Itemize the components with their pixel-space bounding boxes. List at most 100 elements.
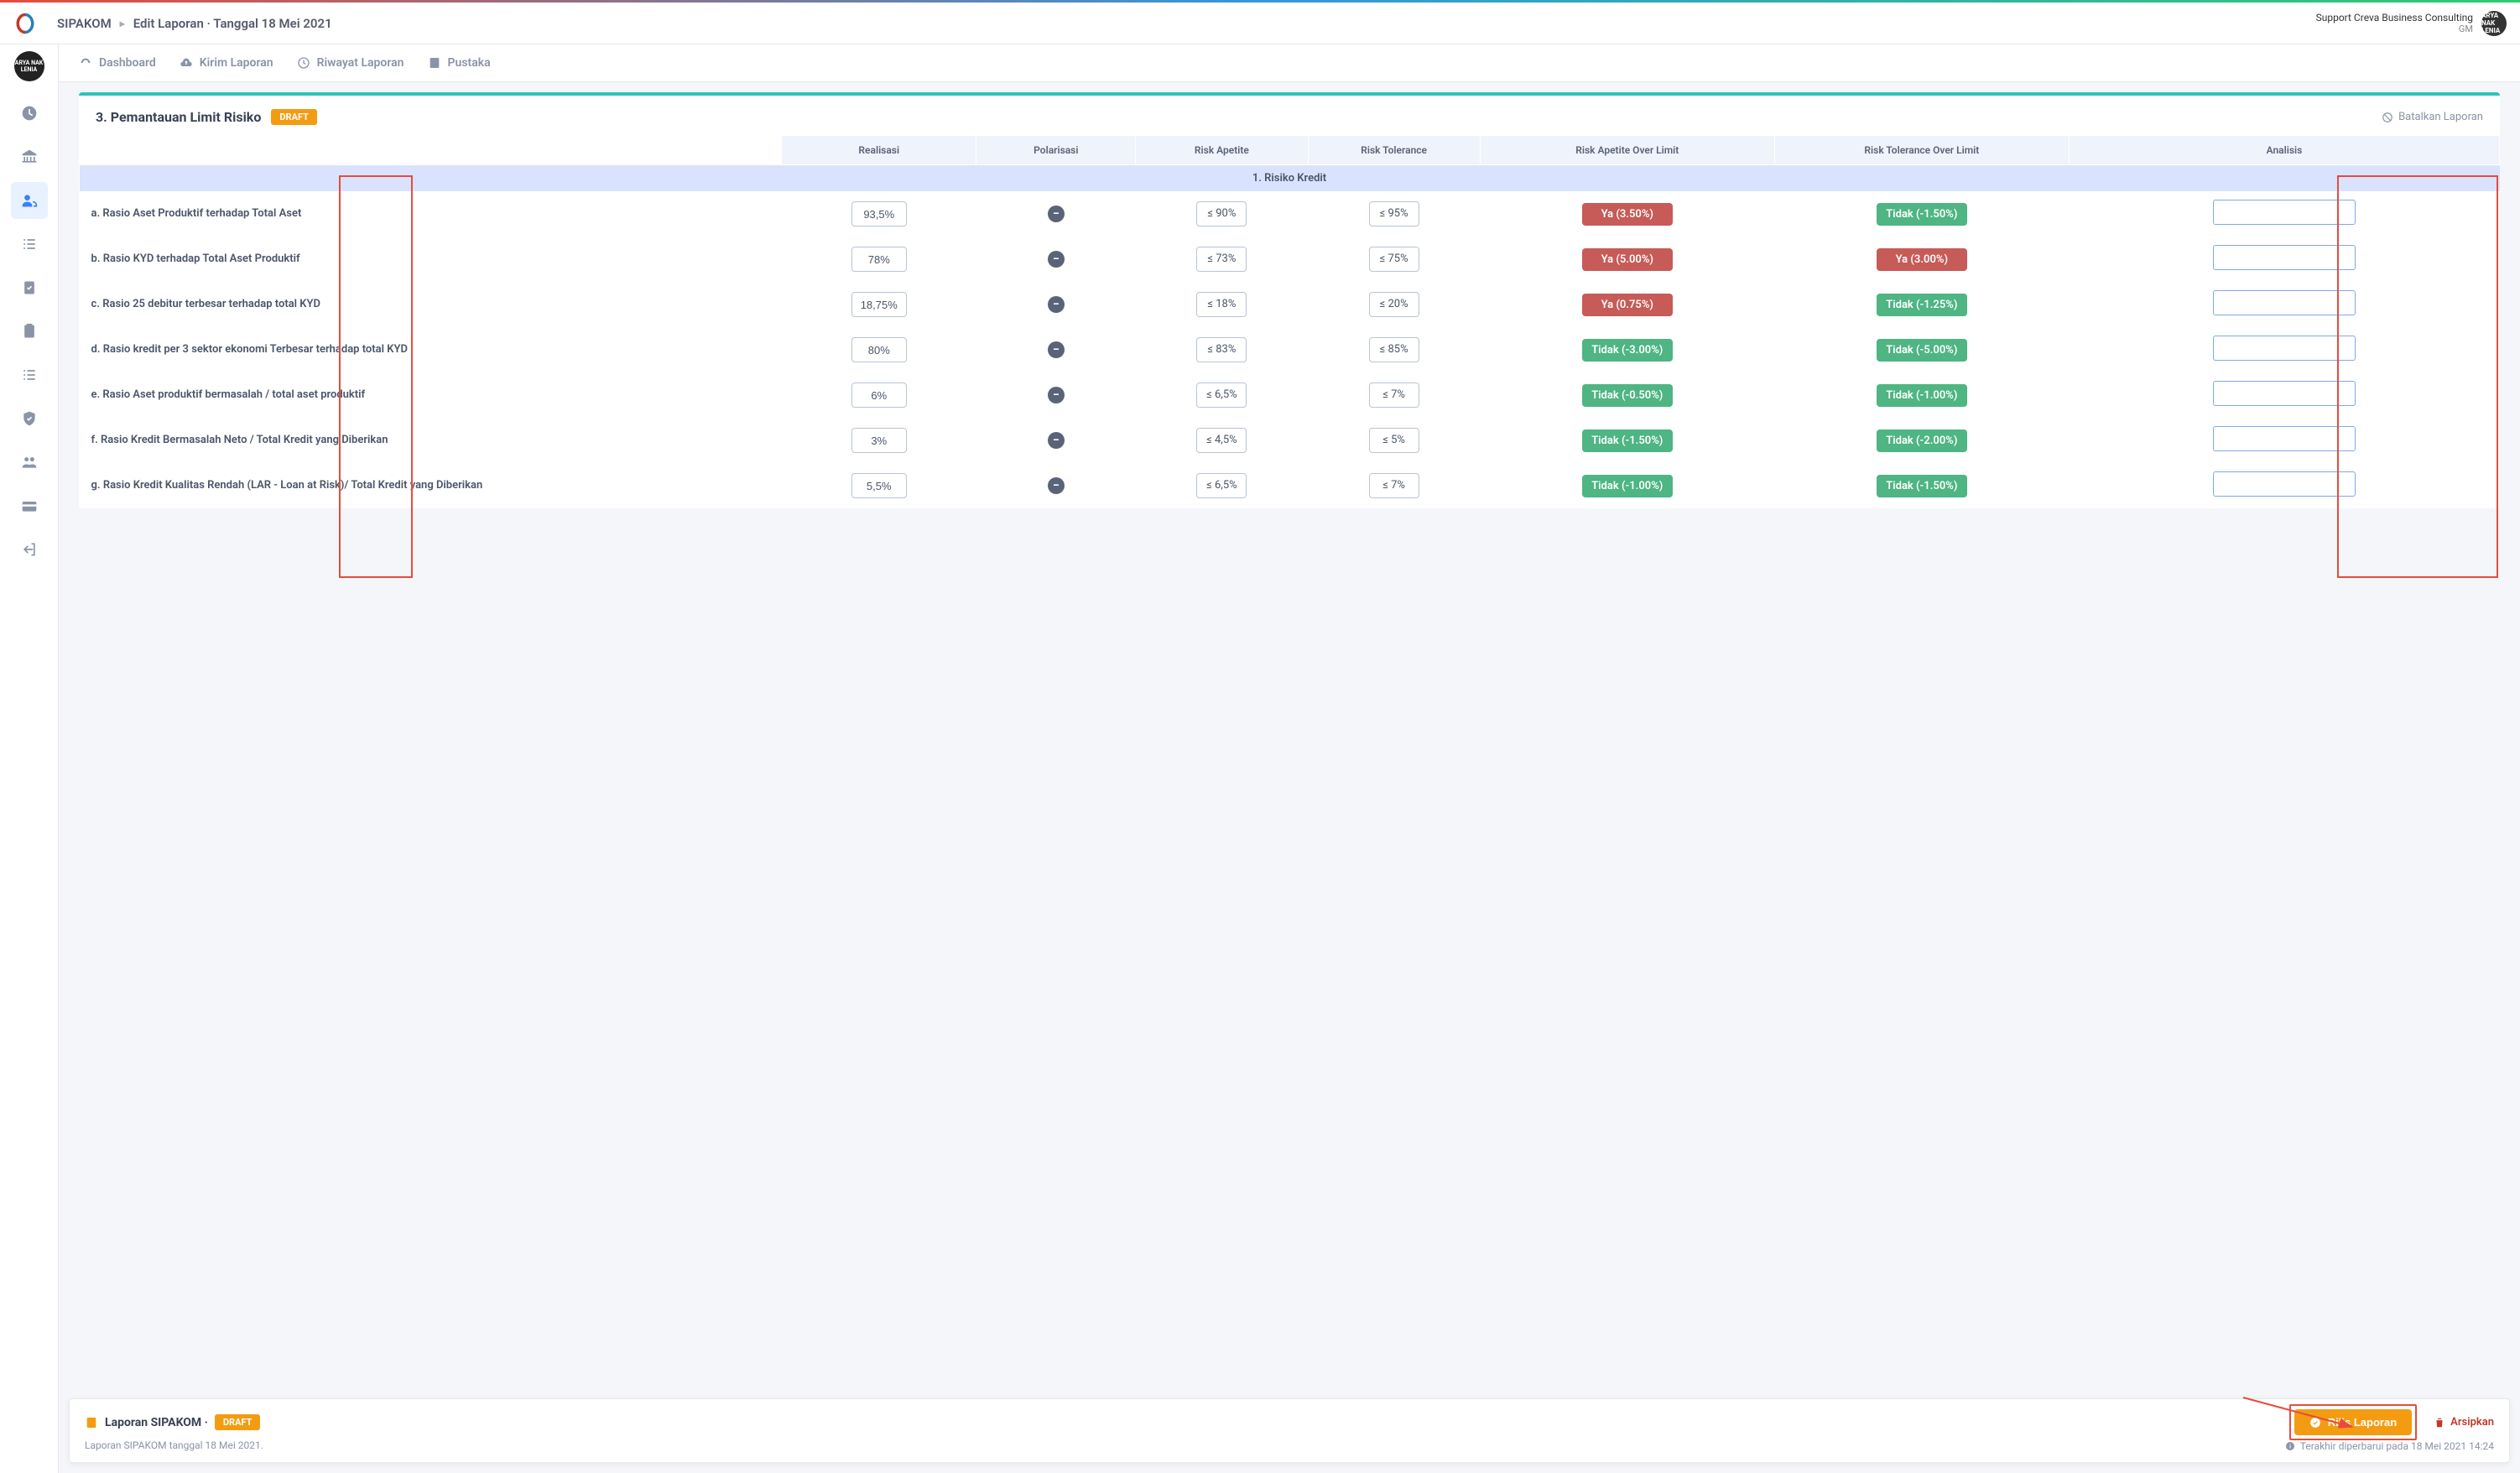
subnav-label: Riwayat Laporan	[317, 56, 404, 70]
tolerance-value: ≤ 7%	[1369, 473, 1419, 498]
cloud-upload-icon	[180, 56, 193, 70]
panel-title: 3. Pemantauan Limit Risiko	[96, 109, 261, 125]
breadcrumb-page: Edit Laporan · Tanggal 18 Mei 2021	[133, 16, 332, 31]
analisis-input[interactable]	[2213, 381, 2356, 406]
tolerance-over-status: Tidak (-2.00%)	[1877, 429, 1967, 452]
tolerance-value: ≤ 95%	[1369, 201, 1419, 226]
realisasi-input[interactable]	[851, 473, 907, 498]
cancel-report-link[interactable]: Batalkan Laporan	[2382, 111, 2483, 123]
sidebar-item-clipboard-check[interactable]	[11, 269, 48, 306]
footer-bar: Laporan SIPAKOM · DRAFT Rilis Laporan Ar…	[69, 1398, 2510, 1463]
sidebar-item-bank[interactable]	[11, 138, 48, 175]
apetite-over-status: Ya (5.00%)	[1582, 248, 1673, 271]
app-logo-icon	[13, 12, 37, 35]
sidebar-item-list2[interactable]	[11, 357, 48, 393]
realisasi-input[interactable]	[851, 383, 907, 408]
info-icon	[2285, 1441, 2295, 1451]
polarisasi-indicator: −	[1048, 296, 1065, 313]
apetite-value: ≤ 6,5%	[1196, 383, 1247, 408]
user-role: GM	[2316, 23, 2473, 34]
apetite-value: ≤ 90%	[1196, 201, 1247, 226]
avatar[interactable]: ARYA NAK LENIA	[2481, 11, 2507, 36]
realisasi-input[interactable]	[851, 201, 907, 226]
subnav: Dashboard Kirim Laporan Riwayat Laporan …	[59, 44, 2520, 82]
risk-table: Realisasi Polarisasi Risk Apetite Risk T…	[79, 135, 2500, 508]
subnav-riwayat[interactable]: Riwayat Laporan	[297, 56, 404, 70]
row-label: e. Rasio Aset produktif bermasalah / tot…	[80, 372, 782, 418]
cancel-label: Batalkan Laporan	[2398, 111, 2483, 123]
tolerance-value: ≤ 5%	[1369, 428, 1419, 453]
row-label: d. Rasio kredit per 3 sektor ekonomi Ter…	[80, 327, 782, 372]
tolerance-over-status: Tidak (-1.50%)	[1877, 203, 1967, 226]
analisis-input[interactable]	[2213, 200, 2356, 225]
sidebar: ARYA NAK LENIA	[0, 44, 59, 1473]
apetite-value: ≤ 4,5%	[1196, 428, 1247, 453]
archive-button[interactable]: Arsipkan	[2434, 1416, 2494, 1429]
user-info: Support Creva Business Consulting GM	[2316, 12, 2473, 34]
apetite-value: ≤ 18%	[1196, 292, 1247, 317]
col-apetite-over: Risk Apetite Over Limit	[1480, 136, 1774, 165]
document-icon	[85, 1416, 98, 1429]
table-row: d. Rasio kredit per 3 sektor ekonomi Ter…	[80, 327, 2500, 372]
sidebar-item-users[interactable]	[11, 182, 48, 219]
col-label	[80, 136, 782, 165]
subnav-label: Dashboard	[99, 56, 156, 70]
footer-draft-badge: DRAFT	[215, 1414, 261, 1430]
polarisasi-indicator: −	[1048, 206, 1065, 222]
analisis-input[interactable]	[2213, 426, 2356, 451]
realisasi-input[interactable]	[851, 428, 907, 453]
sidebar-item-shield[interactable]	[11, 400, 48, 437]
breadcrumb-app[interactable]: SIPAKOM	[57, 16, 112, 31]
apetite-over-status: Tidak (-1.00%)	[1582, 475, 1673, 497]
draft-badge: DRAFT	[271, 109, 317, 125]
apetite-over-status: Ya (3.50%)	[1582, 203, 1673, 226]
breadcrumb: SIPAKOM ▸ Edit Laporan · Tanggal 18 Mei …	[57, 16, 332, 31]
apetite-value: ≤ 73%	[1196, 247, 1247, 272]
tolerance-over-status: Tidak (-5.00%)	[1877, 339, 1967, 362]
footer-updated: Terakhir diperbarui pada 18 Mei 2021 14:…	[2285, 1440, 2494, 1452]
polarisasi-indicator: −	[1048, 387, 1065, 403]
apetite-value: ≤ 83%	[1196, 337, 1247, 362]
polarisasi-indicator: −	[1048, 477, 1065, 494]
col-realisasi: Realisasi	[782, 136, 976, 165]
book-icon	[428, 56, 441, 70]
analisis-input[interactable]	[2213, 290, 2356, 315]
analisis-input[interactable]	[2213, 245, 2356, 270]
sidebar-item-dashboard[interactable]	[11, 95, 48, 132]
subnav-kirim[interactable]: Kirim Laporan	[180, 56, 273, 70]
sidebar-item-checklist[interactable]	[11, 226, 48, 263]
sidebar-item-card[interactable]	[11, 487, 48, 524]
tolerance-over-status: Tidak (-1.25%)	[1877, 294, 1967, 316]
table-row: f. Rasio Kredit Bermasalah Neto / Total …	[80, 418, 2500, 463]
release-report-button[interactable]: Rilis Laporan	[2294, 1409, 2412, 1435]
tolerance-value: ≤ 7%	[1369, 383, 1419, 408]
history-icon	[297, 56, 310, 70]
tolerance-value: ≤ 85%	[1369, 337, 1419, 362]
col-tolerance: Risk Tolerance	[1308, 136, 1480, 165]
sidebar-item-logout[interactable]	[11, 531, 48, 568]
analisis-input[interactable]	[2213, 336, 2356, 361]
tolerance-over-status: Tidak (-1.00%)	[1877, 384, 1967, 407]
col-apetite: Risk Apetite	[1136, 136, 1308, 165]
subnav-label: Kirim Laporan	[200, 56, 273, 70]
org-logo-icon: ARYA NAK LENIA	[14, 51, 44, 81]
table-row: a. Rasio Aset Produktif terhadap Total A…	[80, 191, 2500, 237]
release-label: Rilis Laporan	[2328, 1416, 2397, 1429]
col-analisis: Analisis	[2069, 136, 2499, 165]
subnav-pustaka[interactable]: Pustaka	[428, 56, 491, 70]
user-name: Support Creva Business Consulting	[2316, 12, 2473, 23]
chevron-right-icon: ▸	[120, 18, 125, 29]
col-polarisasi: Polarisasi	[976, 136, 1136, 165]
risk-panel: 3. Pemantauan Limit Risiko DRAFT Batalka…	[79, 92, 2500, 508]
section-title: 1. Risiko Kredit	[80, 165, 2500, 192]
subnav-dashboard[interactable]: Dashboard	[79, 56, 156, 70]
sidebar-item-clipboard[interactable]	[11, 313, 48, 350]
realisasi-input[interactable]	[851, 292, 907, 317]
table-row: c. Rasio 25 debitur terbesar terhadap to…	[80, 282, 2500, 327]
analisis-input[interactable]	[2213, 471, 2356, 497]
row-label: f. Rasio Kredit Bermasalah Neto / Total …	[80, 418, 782, 463]
realisasi-input[interactable]	[851, 247, 907, 272]
apetite-over-status: Ya (0.75%)	[1582, 294, 1673, 316]
sidebar-item-group[interactable]	[11, 444, 48, 481]
realisasi-input[interactable]	[851, 337, 907, 362]
